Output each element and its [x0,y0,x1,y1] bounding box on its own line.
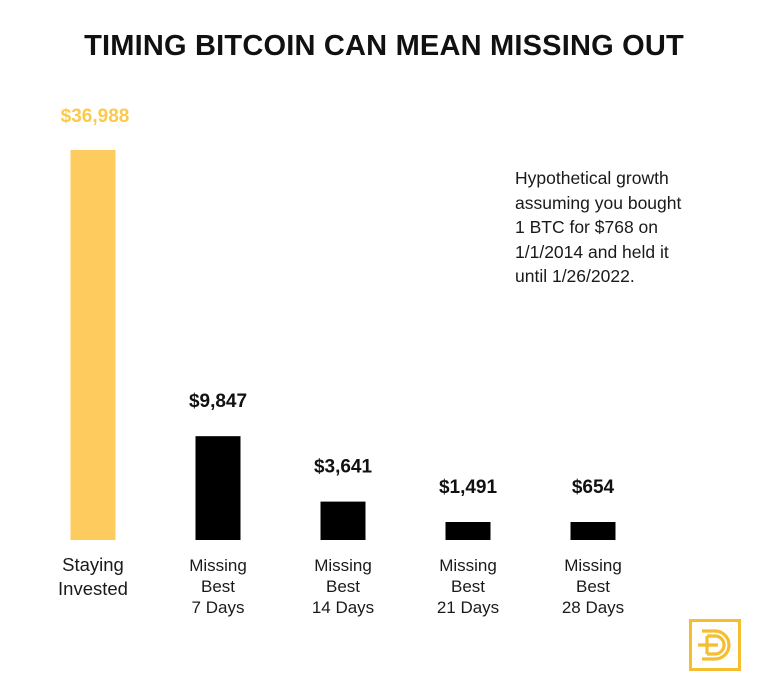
category-label: 21 Days [437,598,499,617]
bar [320,501,366,540]
annotation-note: Hypothetical growth assuming you bought … [515,166,755,289]
bar [70,150,116,540]
category-label: Missing [189,556,247,575]
category-label: 14 Days [312,598,374,617]
bar [195,436,241,540]
category-label: 28 Days [562,598,624,617]
annotation-line: 1 BTC for $768 on [515,217,658,237]
category-label: Best [326,577,360,596]
brand-logo-icon [689,619,741,671]
annotation-line: assuming you bought [515,192,682,213]
data-label: $1,491 [439,477,498,498]
data-label: $9,847 [189,391,247,412]
data-label: $3,641 [314,457,373,478]
category-label: Invested [58,578,128,599]
annotation-line: until 1/26/2022. [515,266,635,286]
category-label: Missing [439,556,497,575]
bar [445,522,491,540]
category-label: Missing [314,556,372,575]
data-label: $654 [572,477,615,498]
annotation-line: 1/1/2014 and held it [515,241,669,262]
category-label: Best [201,577,235,596]
data-label: $36,988 [61,106,130,127]
chart-title: TIMING BITCOIN CAN MEAN MISSING OUT [84,30,684,62]
category-label: Best [451,577,485,596]
category-label: 7 Days [192,598,245,617]
category-label: Best [576,577,610,596]
category-label: Staying [62,554,124,575]
category-label: Missing [564,556,622,575]
bar [570,522,616,540]
annotation-line: Hypothetical growth [515,168,669,188]
